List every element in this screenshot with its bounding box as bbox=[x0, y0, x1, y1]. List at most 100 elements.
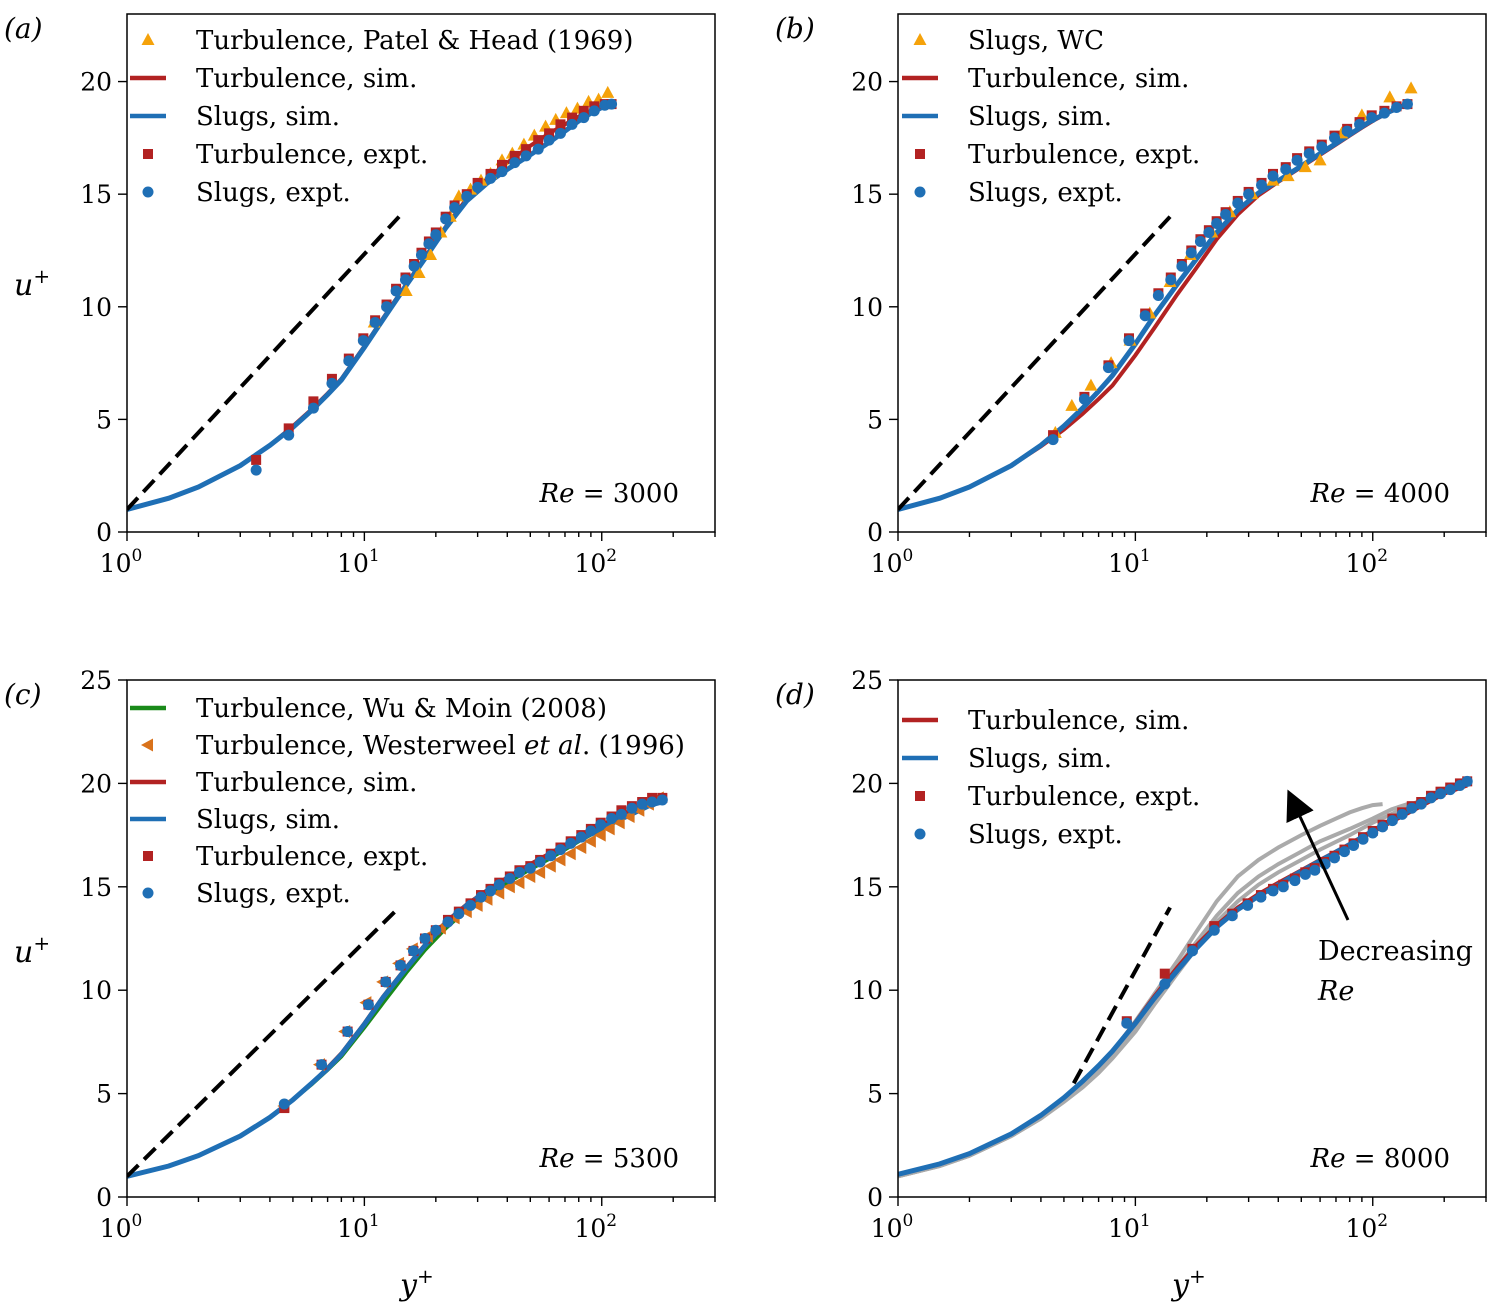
x-tick-label: 102 bbox=[1345, 546, 1388, 578]
slugs-expt-point bbox=[362, 999, 374, 1011]
slugs-expt-point bbox=[475, 891, 487, 903]
slugs-expt-point bbox=[532, 143, 544, 155]
turbulence-expt-point bbox=[496, 159, 507, 170]
ref-point bbox=[601, 85, 615, 98]
slugs-expt-point bbox=[1152, 290, 1164, 302]
slugs-expt-point bbox=[1338, 846, 1350, 858]
ref-point bbox=[543, 859, 556, 873]
slugs-expt-point bbox=[1185, 247, 1197, 259]
slugs-expt-point bbox=[399, 274, 411, 286]
slugs-expt-point bbox=[326, 377, 338, 389]
slugs-expt-point bbox=[1078, 393, 1090, 405]
y-tick-label: 15 bbox=[80, 873, 112, 902]
slugs-expt-point bbox=[369, 317, 381, 329]
viscous-sublayer-line bbox=[127, 215, 401, 511]
turbulence-expt-point bbox=[283, 423, 294, 434]
ref-point bbox=[1084, 378, 1098, 391]
axes-frame bbox=[897, 13, 1487, 533]
x-tick-label: 101 bbox=[1108, 1211, 1151, 1243]
turbulence-expt-point bbox=[555, 119, 566, 130]
y-tick-label: 0 bbox=[867, 518, 883, 547]
slugs-expt-point bbox=[656, 794, 668, 806]
slugs-expt-point bbox=[1366, 112, 1378, 124]
axes-frame bbox=[126, 679, 716, 1198]
x-tick-label: 101 bbox=[1108, 546, 1151, 578]
slugs-expt-point bbox=[543, 134, 555, 146]
legend-label: Slugs, sim. bbox=[968, 744, 1112, 774]
y-tick-label: 0 bbox=[867, 1183, 883, 1212]
reynolds-annotation: Re = 8000 bbox=[1310, 1144, 1450, 1174]
slugs-expt-point bbox=[1267, 170, 1279, 182]
slugs-expt-point bbox=[1401, 98, 1413, 110]
ref-point bbox=[1065, 398, 1079, 411]
slugs-expt-point bbox=[1348, 839, 1360, 851]
legend-swatch bbox=[143, 149, 153, 159]
ref-point bbox=[593, 828, 606, 842]
slugs-expt-point bbox=[1461, 775, 1473, 787]
slugs-expt-point bbox=[1406, 802, 1418, 814]
viscous-sublayer-line bbox=[898, 215, 1172, 511]
arrow-label-re: Re bbox=[1317, 976, 1354, 1007]
y-tick-label: 15 bbox=[80, 180, 112, 209]
legend-swatch bbox=[915, 149, 925, 159]
slugs-expt-point bbox=[278, 1098, 290, 1110]
slugs-expt-point bbox=[1194, 235, 1206, 247]
legend-swatch bbox=[914, 186, 926, 198]
slugs-expt-point bbox=[1208, 924, 1220, 936]
ref-point bbox=[424, 247, 438, 260]
slugs-expt-point bbox=[1435, 788, 1447, 800]
slugs-expt-point bbox=[485, 172, 497, 184]
y-tick-label: 20 bbox=[80, 68, 112, 97]
reynolds-annotation: Re = 4000 bbox=[1310, 479, 1450, 509]
x-tick-label: 100 bbox=[871, 546, 914, 578]
ref-point bbox=[1313, 153, 1327, 166]
x-axis-label: y+ bbox=[398, 1264, 434, 1303]
y-tick-label: 10 bbox=[851, 976, 883, 1005]
slugs-expt-point bbox=[636, 798, 648, 810]
y-tick-label: 20 bbox=[80, 769, 112, 798]
slugs-expt-point bbox=[554, 127, 566, 139]
plot-area bbox=[898, 775, 1473, 1179]
panel-b: 100 101 102 0 5 10 15 20 (b) Re = 4000 Slugs, WC Tu… bbox=[775, 12, 1487, 578]
turbulence-expt-point bbox=[544, 128, 555, 139]
slugs-expt-point bbox=[585, 825, 597, 837]
turbulence-expt-point bbox=[1159, 968, 1170, 979]
slugs-expt-point bbox=[1303, 148, 1315, 160]
slugs-expt-point bbox=[1377, 821, 1389, 833]
slugs-expt-point bbox=[1328, 852, 1340, 864]
legend: Slugs, WC Turbulence, sim. Slugs, sim. Turb… bbox=[902, 26, 1200, 208]
slugs-expt-point bbox=[1378, 107, 1390, 119]
turbulence-expt-point bbox=[251, 454, 262, 465]
legend-label: Slugs, sim. bbox=[968, 102, 1112, 132]
panel-c: 100 101 102 0 5 10 15 20 25 (c) Re = 5300 Turbulenc… bbox=[4, 666, 716, 1243]
ref-point bbox=[1281, 169, 1295, 182]
slugs-expt-point bbox=[504, 873, 516, 885]
slugs-expt-point bbox=[1299, 868, 1311, 880]
slugs-expt-point bbox=[1291, 154, 1303, 166]
y-tick-label: 25 bbox=[80, 666, 112, 695]
legend-label: Slugs, WC bbox=[968, 26, 1104, 56]
slugs-expt-point bbox=[566, 118, 578, 130]
legend-label: Slugs, expt. bbox=[968, 178, 1123, 208]
ref-point bbox=[533, 865, 546, 879]
legend-label: Slugs, sim. bbox=[196, 805, 340, 835]
slugs-expt-point bbox=[408, 260, 420, 272]
y-tick-label: 0 bbox=[96, 1183, 112, 1212]
slugs-expt-point bbox=[534, 856, 546, 868]
y-tick-label: 10 bbox=[80, 293, 112, 322]
x-tick-label: 102 bbox=[574, 546, 617, 578]
slugs-expt-point bbox=[1165, 274, 1177, 286]
slugs-expt-point bbox=[565, 837, 577, 849]
plot-area bbox=[898, 81, 1418, 512]
axes-frame bbox=[897, 679, 1487, 1198]
slugs-expt-point bbox=[1357, 833, 1369, 845]
slugs-expt-point bbox=[381, 301, 393, 313]
slugs-expt-point bbox=[1396, 808, 1408, 820]
slugs-expt-point bbox=[1367, 827, 1379, 839]
y-tick-label: 25 bbox=[851, 666, 883, 695]
slugs-expt-point bbox=[1316, 141, 1328, 153]
legend-label: Slugs, sim. bbox=[196, 102, 340, 132]
slugs-expt-point bbox=[465, 899, 477, 911]
legend: Turbulence, Wu & Moin (2008) Turbulence, … bbox=[130, 694, 685, 909]
slugs-expt-point bbox=[606, 98, 618, 110]
